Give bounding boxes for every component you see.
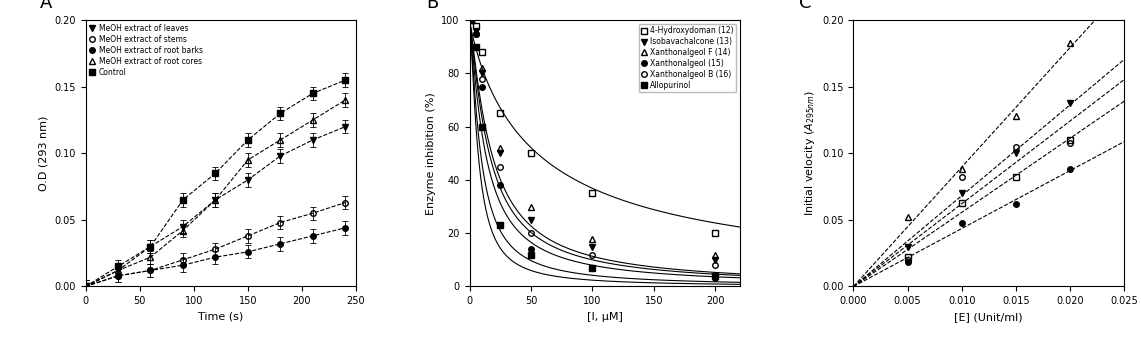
Y-axis label: Initial velocity ($A_{295nm}$): Initial velocity ($A_{295nm}$) (803, 90, 817, 216)
Text: C: C (800, 0, 812, 12)
Y-axis label: O.D (293 nm): O.D (293 nm) (39, 116, 49, 191)
Text: B: B (427, 0, 438, 12)
X-axis label: [I, μM]: [I, μM] (586, 312, 623, 322)
X-axis label: [E] (Unit/ml): [E] (Unit/ml) (954, 312, 1023, 322)
Y-axis label: Enzyme inhibition (%): Enzyme inhibition (%) (426, 92, 436, 215)
Legend: MeOH extract of leaves, MeOH extract of stems, MeOH extract of root barks, MeOH : MeOH extract of leaves, MeOH extract of … (88, 23, 204, 78)
Legend: 4-Hydroxydoman (12), Isobavachalcone (13), Xanthonalgeol F (14), Xanthonalgeol (: 4-Hydroxydoman (12), Isobavachalcone (13… (639, 24, 736, 92)
X-axis label: Time (s): Time (s) (199, 312, 243, 322)
Text: A: A (40, 0, 52, 12)
